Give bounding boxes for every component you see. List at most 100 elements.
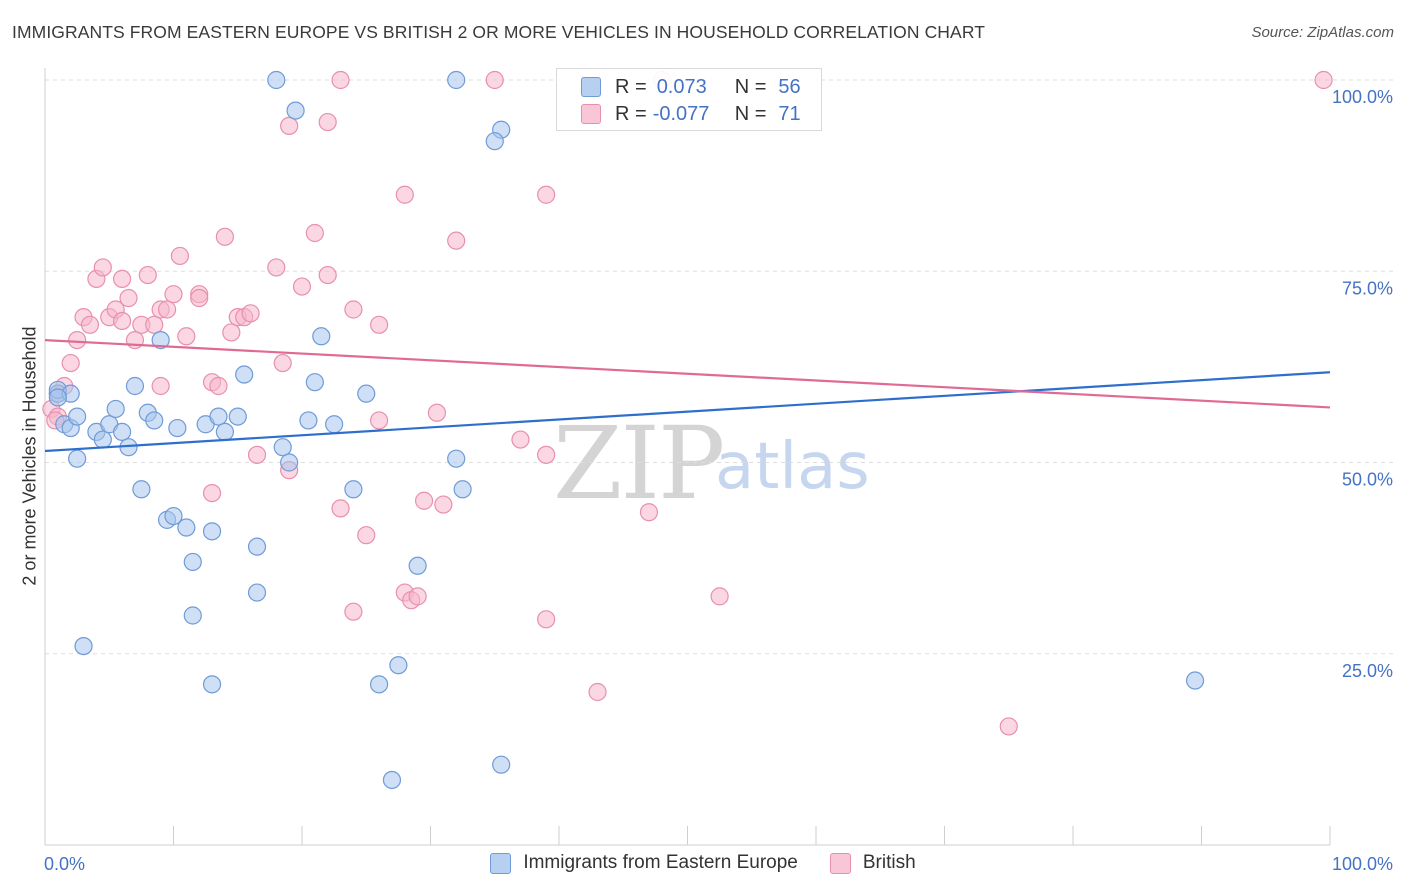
point-eastern-europe	[344, 480, 363, 499]
point-eastern-europe	[370, 675, 389, 694]
point-british	[357, 526, 376, 545]
axes	[44, 68, 1331, 846]
point-british	[80, 315, 100, 334]
point-eastern-europe	[273, 438, 292, 457]
point-british	[280, 116, 299, 136]
tick-labels: 25.0% 50.0% 75.0% 100.0% 0.0% 100.0%	[44, 87, 1393, 874]
point-british	[215, 227, 234, 246]
trend-lines	[44, 339, 1331, 453]
point-eastern-europe	[357, 384, 376, 403]
point-british	[511, 430, 530, 449]
point-eastern-europe	[106, 399, 125, 419]
point-eastern-europe	[168, 418, 187, 438]
y-tick-label: 75.0%	[1342, 278, 1393, 298]
series-eastern-europe-points	[48, 70, 1205, 790]
point-british	[395, 185, 414, 204]
point-british	[370, 315, 389, 334]
correlation-legend: R = 0.073 N = 56 R = -0.077 N = 71	[556, 68, 822, 131]
point-british	[112, 311, 132, 331]
point-eastern-europe	[408, 556, 427, 575]
y-tick-label: 25.0%	[1342, 661, 1393, 681]
point-eastern-europe	[151, 331, 170, 350]
point-eastern-europe	[305, 373, 324, 392]
series-legend-item-british[interactable]: British	[829, 852, 916, 874]
point-eastern-europe	[183, 606, 202, 625]
point-eastern-europe	[280, 453, 299, 472]
chart-title: IMMIGRANTS FROM EASTERN EUROPE VS BRITIS…	[12, 22, 986, 42]
y-axis-title: 2 or more Vehicles in Household	[19, 326, 40, 586]
point-british	[344, 602, 363, 621]
point-british	[370, 411, 389, 430]
point-british	[157, 300, 177, 319]
point-british	[222, 323, 241, 342]
point-eastern-europe	[68, 449, 87, 468]
point-british	[177, 327, 196, 346]
point-british	[119, 288, 138, 308]
point-eastern-europe	[202, 675, 222, 694]
series-british-points	[42, 70, 1333, 736]
point-eastern-europe	[453, 480, 472, 499]
point-eastern-europe	[492, 755, 511, 774]
point-british	[639, 503, 659, 522]
point-british	[138, 265, 157, 285]
point-eastern-europe	[215, 422, 234, 441]
legend-n-value: 56	[778, 75, 801, 98]
point-eastern-europe	[325, 415, 344, 434]
x-tick-label: 0.0%	[44, 854, 85, 874]
legend-n-label: N =	[734, 102, 767, 125]
legend-r-label: R =	[615, 102, 647, 125]
series-legend: Immigrants from Eastern Europe British	[0, 852, 1406, 874]
point-british	[331, 70, 350, 90]
point-eastern-europe	[228, 407, 247, 426]
point-british	[344, 300, 363, 319]
legend-r-value: 0.073	[656, 75, 707, 98]
point-eastern-europe	[74, 636, 93, 656]
point-eastern-europe	[235, 365, 254, 384]
point-eastern-europe	[112, 422, 132, 441]
point-eastern-europe	[389, 656, 408, 675]
point-british	[434, 495, 453, 514]
trend-line-british	[44, 339, 1331, 409]
point-eastern-europe	[48, 388, 67, 407]
point-british	[447, 231, 466, 250]
point-eastern-europe	[382, 770, 402, 790]
point-british	[414, 491, 434, 510]
point-eastern-europe	[177, 518, 196, 537]
point-eastern-europe	[447, 70, 466, 90]
series-swatch-british	[829, 852, 851, 874]
point-british	[427, 403, 447, 422]
point-british	[318, 265, 337, 285]
x-tick-label: 100.0%	[1332, 854, 1393, 874]
point-british	[537, 185, 556, 204]
point-british	[241, 304, 260, 323]
legend-row-eastern-europe: R = 0.073 N = 56	[581, 74, 801, 100]
point-eastern-europe	[164, 506, 183, 526]
point-eastern-europe	[93, 430, 112, 449]
legend-r-value: -0.077	[652, 102, 710, 125]
y-tick-label: 50.0%	[1342, 470, 1393, 490]
point-eastern-europe	[312, 327, 331, 346]
point-british	[68, 331, 87, 350]
watermark-zip: ZIP	[553, 405, 725, 522]
point-british	[537, 610, 556, 629]
point-eastern-europe	[447, 449, 466, 468]
point-eastern-europe	[485, 132, 504, 151]
legend-r-label: R =	[615, 75, 647, 98]
point-eastern-europe	[247, 537, 267, 556]
series-legend-item-eastern-europe[interactable]: Immigrants from Eastern Europe	[490, 852, 798, 874]
legend-row-british: R = -0.077 N = 71	[581, 101, 801, 127]
legend-n-label: N =	[734, 75, 767, 98]
point-eastern-europe	[132, 480, 151, 499]
legend-swatch-eastern-europe	[581, 77, 601, 97]
point-eastern-europe	[299, 411, 318, 430]
point-eastern-europe	[125, 376, 145, 396]
legend-swatch-british	[581, 104, 601, 124]
point-british	[190, 288, 209, 308]
point-british	[61, 353, 80, 373]
point-british	[273, 353, 292, 373]
point-british	[164, 285, 183, 304]
y-tick-label: 100.0%	[1332, 87, 1393, 107]
point-british	[170, 246, 190, 266]
point-british	[292, 277, 312, 296]
